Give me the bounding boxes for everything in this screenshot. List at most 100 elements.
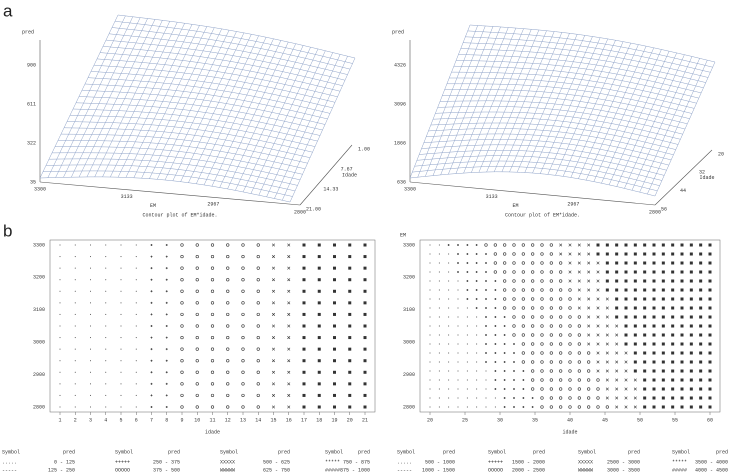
symbol: [475, 298, 478, 300]
symbol: [429, 370, 431, 372]
symbol: [180, 324, 184, 328]
symbol: [210, 335, 215, 340]
symbol: [438, 307, 440, 309]
symbol: [615, 252, 619, 256]
symbol: [689, 243, 693, 247]
symbol: [135, 394, 137, 396]
symbol: [689, 333, 693, 337]
symbol: [466, 388, 468, 390]
symbol: [615, 396, 619, 400]
symbol: [210, 312, 215, 317]
symbol: [503, 316, 506, 318]
symbol: [577, 243, 581, 247]
y-tick-label: 3200: [403, 275, 415, 281]
symbol: [135, 348, 137, 350]
symbol: [652, 270, 656, 274]
symbol: [503, 270, 507, 274]
symbol: [485, 280, 487, 282]
symbol: [699, 252, 703, 256]
symbol: [90, 267, 91, 269]
symbol: [363, 266, 367, 270]
symbol: [438, 352, 440, 354]
symbol: [605, 324, 609, 328]
symbol: [317, 405, 321, 409]
y-axis-label: EM: [400, 232, 406, 238]
symbol: [105, 313, 107, 315]
symbol: [699, 369, 703, 373]
x-tick-label: 3133: [121, 194, 133, 200]
legend-entry: +++++: [115, 459, 130, 465]
symbol: [302, 347, 306, 351]
symbol: [661, 288, 665, 292]
symbol: [559, 270, 563, 274]
symbol: [74, 383, 76, 385]
symbol: [135, 406, 137, 408]
symbol: [448, 343, 450, 345]
symbol: [521, 288, 525, 292]
symbol: [503, 325, 506, 327]
symbol: [661, 279, 665, 283]
symbol: [165, 359, 168, 362]
symbol: [661, 306, 665, 310]
x-tick-label: 11: [209, 417, 215, 423]
symbol: [521, 342, 525, 346]
symbol: [540, 270, 544, 274]
symbol: [503, 306, 507, 310]
symbol: [333, 370, 336, 374]
symbol: [513, 397, 515, 399]
symbol: [680, 252, 684, 256]
symbol: [624, 360, 628, 364]
symbol: [577, 252, 581, 256]
symbol: [180, 254, 184, 259]
symbol: [256, 312, 260, 317]
symbol: [522, 397, 525, 399]
symbol: [699, 279, 703, 283]
symbol: [549, 252, 553, 256]
x-tick-label: 12: [225, 417, 231, 423]
symbol: [363, 255, 367, 259]
symbol: [652, 351, 656, 355]
x-tick-label: 25: [462, 417, 468, 423]
symbol: [484, 243, 488, 247]
symbol: [680, 306, 684, 310]
symbol: [363, 301, 367, 305]
legend-header: Symbol: [2, 449, 20, 455]
symbol: [699, 351, 703, 355]
symbol: [317, 289, 321, 293]
symbol: [549, 396, 553, 400]
symbol: [348, 370, 352, 374]
symbol: [150, 336, 153, 339]
symbol: [120, 383, 122, 385]
symbol: [226, 335, 230, 340]
symbol: [466, 379, 468, 381]
symbol: [348, 301, 352, 305]
symbol: [105, 337, 107, 339]
symbol: [438, 289, 440, 291]
symbol: [485, 361, 487, 363]
symbol: [466, 262, 469, 264]
symbol: [531, 270, 535, 274]
symbol: [317, 266, 321, 270]
symbol: [59, 279, 61, 281]
symbol: [596, 360, 600, 364]
symbol: [333, 312, 336, 316]
symbol: [457, 370, 459, 372]
symbol: [615, 333, 619, 337]
symbol: [615, 306, 619, 310]
symbol: [522, 370, 525, 372]
symbol: [503, 261, 507, 265]
symbol: [150, 301, 153, 304]
symbol: [59, 244, 61, 246]
symbol: [615, 297, 619, 301]
x-tick-label: 18: [316, 417, 322, 423]
x-tick-label: 6: [135, 417, 138, 423]
symbol: [271, 336, 276, 340]
symbol: [708, 378, 712, 382]
legend-header: Symbol: [325, 449, 343, 455]
symbol: [652, 387, 656, 391]
symbol: [363, 324, 367, 328]
symbol: [512, 279, 516, 283]
symbol: [59, 348, 61, 350]
symbol: [680, 279, 684, 283]
symbol: [540, 369, 544, 373]
